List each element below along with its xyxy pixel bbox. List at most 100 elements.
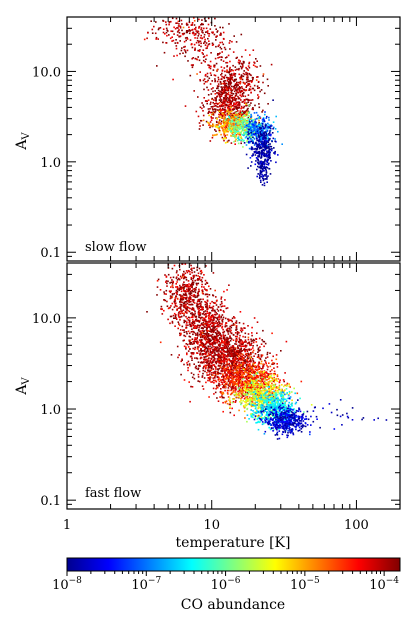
scatter-point	[268, 152, 271, 155]
scatter-point	[214, 111, 216, 114]
scatter-point	[183, 345, 186, 348]
scatter-point	[234, 69, 237, 71]
scatter-point	[248, 132, 250, 135]
scatter-point	[262, 138, 264, 140]
scatter-point	[206, 306, 209, 309]
scatter-point	[229, 80, 232, 83]
scatter-point	[186, 30, 188, 32]
scatter-point	[247, 352, 249, 355]
scatter-point	[231, 89, 234, 91]
scatter-point	[201, 31, 203, 33]
scatter-point	[222, 334, 225, 336]
scatter-point	[209, 72, 212, 74]
scatter-point	[256, 168, 258, 171]
scatter-point	[204, 38, 206, 41]
scatter-point	[243, 120, 245, 123]
scatter-point	[217, 343, 220, 346]
scatter-point	[247, 110, 249, 113]
scatter-point	[234, 347, 237, 349]
scatter-point	[176, 345, 179, 348]
scatter-point	[227, 122, 229, 125]
scatter-point	[202, 110, 204, 112]
scatter-point	[262, 109, 264, 112]
scatter-point	[175, 277, 178, 279]
scatter-point	[245, 364, 248, 367]
scatter-point	[235, 329, 237, 331]
scatter-point	[258, 154, 260, 156]
scatter-point	[182, 305, 185, 307]
scatter-point	[162, 28, 165, 30]
scatter-point	[240, 327, 242, 329]
scatter-point	[225, 325, 228, 327]
scatter-point	[257, 163, 260, 165]
scatter-point	[192, 320, 195, 323]
scatter-point	[233, 122, 235, 124]
scatter-point	[258, 166, 260, 169]
scatter-point	[177, 20, 180, 23]
scatter-point	[261, 134, 264, 136]
scatter-point	[202, 324, 205, 326]
scatter-point	[249, 128, 252, 131]
scatter-point	[211, 107, 214, 110]
scatter-point	[219, 338, 221, 340]
scatter-point	[231, 76, 234, 79]
scatter-point	[188, 289, 190, 292]
scatter-point	[232, 74, 235, 76]
scatter-point	[217, 360, 219, 363]
scatter-point	[188, 303, 190, 306]
scatter-point	[258, 143, 260, 145]
scatter-point	[195, 365, 197, 368]
scatter-point	[224, 96, 227, 99]
scatter-point	[247, 69, 249, 71]
scatter-point	[236, 108, 238, 111]
scatter-point	[244, 126, 246, 128]
scatter-point	[258, 146, 261, 148]
scatter-point	[264, 342, 267, 345]
scatter-point	[229, 126, 232, 129]
scatter-point	[196, 352, 199, 354]
scatter-point	[257, 355, 260, 358]
scatter-point	[227, 78, 229, 81]
scatter-point	[240, 339, 242, 341]
scatter-point	[165, 21, 167, 23]
scatter-point	[250, 338, 252, 341]
scatter-point	[213, 346, 215, 348]
scatter-point	[247, 353, 250, 356]
scatter-point	[234, 134, 237, 136]
scatter-point	[175, 45, 178, 47]
scatter-point	[265, 362, 267, 365]
scatter-point	[205, 120, 208, 123]
scatter-point	[256, 117, 258, 120]
scatter-point	[187, 324, 189, 326]
scatter-point	[253, 126, 255, 128]
scatter-point	[228, 139, 230, 142]
scatter-point	[248, 82, 250, 85]
scatter-point	[203, 27, 205, 30]
scatter-point	[227, 114, 229, 116]
scatter-point	[251, 326, 253, 329]
scatter-point	[192, 307, 195, 310]
scatter-point	[267, 143, 270, 146]
scatter-point	[268, 153, 271, 156]
scatter-point	[259, 179, 262, 182]
scatter-point	[239, 369, 242, 372]
scatter-point	[188, 381, 190, 383]
scatter-point	[214, 57, 217, 60]
scatter-point	[209, 83, 212, 85]
scatter-point	[202, 349, 204, 352]
scatter-point	[244, 350, 246, 352]
scatter-point	[207, 108, 210, 110]
scatter-point	[229, 77, 231, 79]
scatter-point	[254, 368, 257, 371]
scatter-point	[214, 370, 217, 373]
scatter-point	[257, 128, 259, 130]
scatter-point	[181, 359, 183, 361]
scatter-point	[217, 325, 220, 328]
scatter-point	[258, 123, 260, 126]
scatter-point	[275, 386, 278, 388]
scatter-point	[227, 87, 230, 89]
scatter-point	[183, 281, 185, 283]
scatter-point	[251, 108, 254, 110]
scatter-point	[262, 152, 265, 154]
scatter-point	[246, 358, 248, 361]
